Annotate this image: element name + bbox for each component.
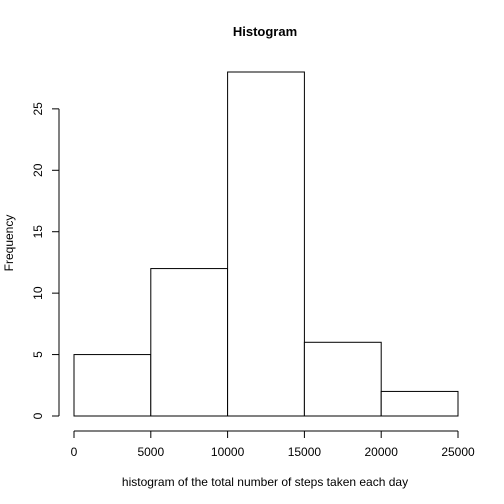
y-tick-label-3: 15 [31,225,45,239]
histogram-bar-3 [303,341,382,417]
y-tick-label-0: 0 [31,412,45,419]
histogram-bar-1 [150,268,229,417]
y-tick-label-4: 20 [31,163,45,177]
x-tick-label-2: 10000 [211,445,245,459]
bars-layer [73,71,459,417]
y-tick-label-2: 10 [31,286,45,300]
x-axis: 0 5000 10000 15000 20000 25000 [71,430,475,459]
x-tick-label-4: 20000 [365,445,399,459]
y-tick-label-1: 5 [31,351,45,358]
y-tick-label-5: 25 [31,102,45,116]
histogram-bar-0 [73,354,152,417]
x-tick-label-1: 5000 [137,445,164,459]
x-tick-label-5: 25000 [441,445,475,459]
y-axis: 0 5 10 15 20 25 [31,102,60,419]
histogram-bar-2 [227,71,305,417]
x-tick-label-3: 15000 [288,445,322,459]
x-axis-label: histogram of the total number of steps t… [122,475,408,489]
chart-title: Histogram [233,24,297,39]
x-tick-label-0: 0 [71,445,78,459]
histogram-bar-4 [380,390,459,417]
y-axis-label: Frequency [2,215,16,272]
